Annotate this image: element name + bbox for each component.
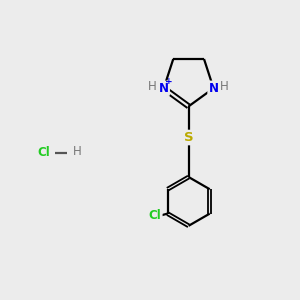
Text: N: N	[208, 82, 218, 95]
Text: N: N	[159, 82, 169, 95]
Text: Cl: Cl	[149, 209, 161, 223]
Text: H: H	[220, 80, 228, 93]
Text: S: S	[184, 131, 194, 144]
Text: H: H	[148, 80, 157, 93]
Text: +: +	[165, 77, 173, 86]
Text: H: H	[73, 145, 82, 158]
Text: Cl: Cl	[38, 146, 50, 160]
